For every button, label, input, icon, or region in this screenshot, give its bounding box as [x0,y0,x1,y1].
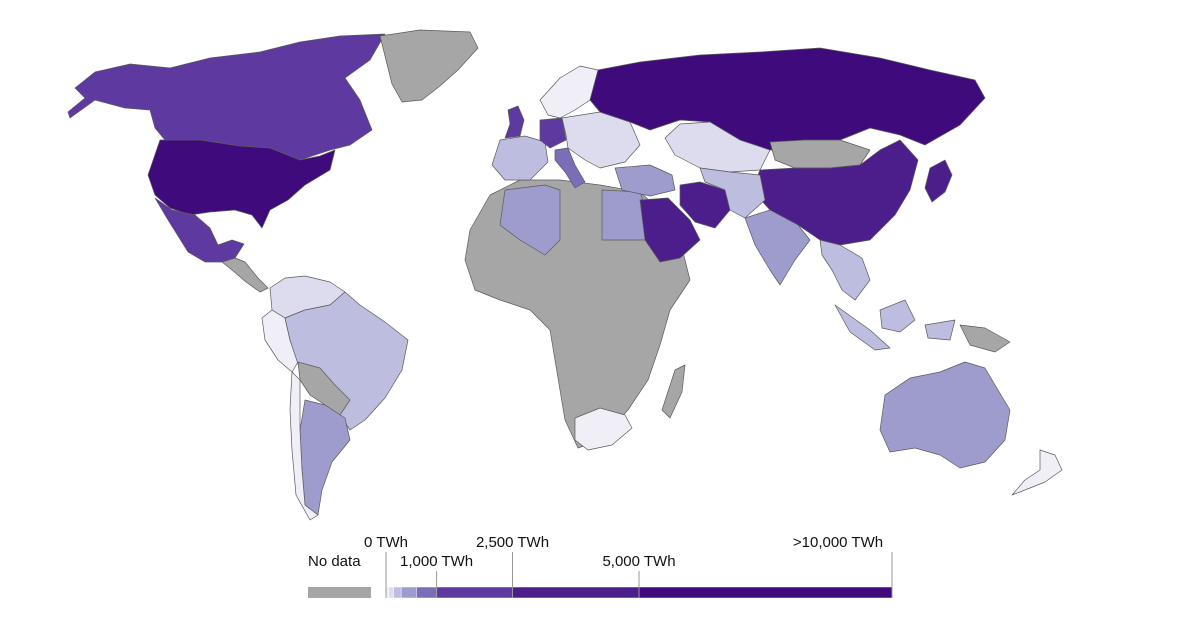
legend-bin-4 [400,586,417,599]
asia-group [589,47,986,301]
indonesia-region[interactable] [834,299,956,351]
scandinavia-region[interactable] [539,65,601,119]
legend-color-bar [385,586,893,599]
greenland-region[interactable] [379,29,479,103]
legend-no-data-label: No data [308,553,361,570]
new-zealand-region[interactable] [1011,449,1063,496]
north-america-group [67,29,479,293]
argentina-region[interactable] [299,399,351,516]
legend-bin-7 [512,586,640,599]
chile-region[interactable] [289,371,319,521]
australia-region[interactable] [879,361,1011,469]
uk-region[interactable] [504,105,525,139]
kazakhstan-region[interactable] [664,121,771,173]
india-region[interactable] [744,209,811,286]
madagascar-region[interactable] [661,364,686,419]
south-america-group [261,275,409,521]
legend-tick-label-2: 1,000 TWh [400,553,473,570]
south-africa-region[interactable] [574,407,633,451]
legend-tick-label-4: 5,000 TWh [602,553,675,570]
usa-region[interactable] [147,139,336,229]
oceania-group [834,299,1063,496]
legend-bin-2 [388,586,394,599]
legend-bin-6 [436,586,513,599]
algeria-region[interactable] [499,184,561,256]
western-europe-region[interactable] [491,135,549,181]
southeast-asia-region[interactable] [819,239,871,301]
legend-bin-8 [638,586,893,599]
legend-tick-label-5: >10,000 TWh [793,534,883,551]
egypt-region[interactable] [601,189,649,241]
germany-region[interactable] [539,117,567,149]
central-america-region[interactable] [221,257,269,293]
middle-east-small-region[interactable] [614,164,676,197]
legend-tick-label-1: 0 TWh [364,534,408,551]
legend-no-data-swatch [308,587,371,598]
iran-region[interactable] [679,181,731,229]
japan-region[interactable] [924,159,953,203]
legend-bin-3 [393,586,402,599]
legend-bin-5 [416,586,437,599]
mexico-region[interactable] [154,197,245,263]
mongolia-region[interactable] [769,139,871,169]
legend-tick-label-3: 2,500 TWh [476,534,549,551]
saudi-arabia-region[interactable] [639,197,701,263]
canada-alaska-region[interactable] [67,33,386,161]
italy-region[interactable] [554,147,586,189]
europe-group [491,65,641,189]
africa-group [464,179,691,451]
papua-new-guinea-region[interactable] [959,324,1011,353]
russia-region[interactable] [589,47,986,151]
